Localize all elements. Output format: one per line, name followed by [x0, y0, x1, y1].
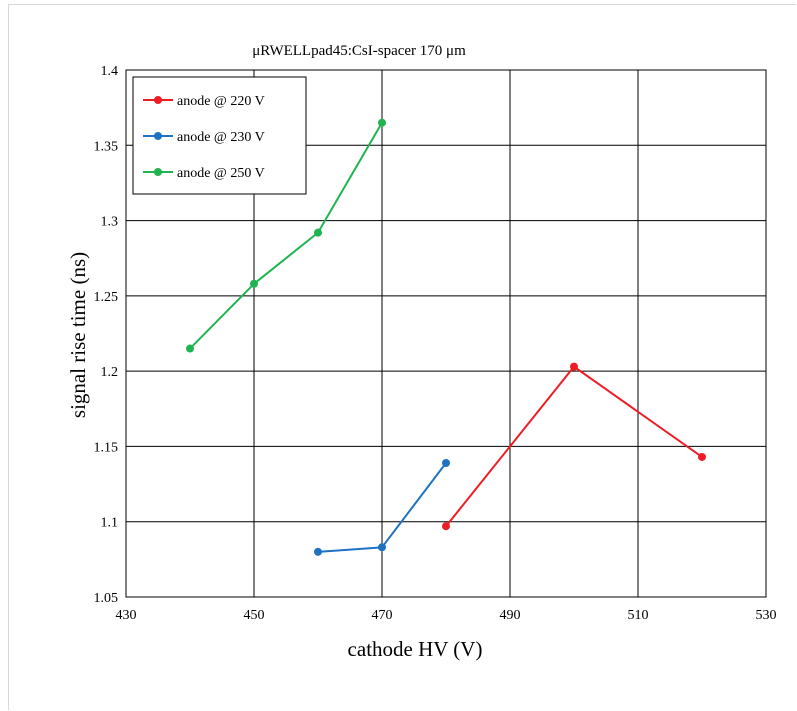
x-tick-label: 510	[628, 608, 649, 623]
y-axis-title: signal rise time (ns)	[66, 252, 90, 418]
data-point	[314, 228, 322, 237]
x-axis: 430 450 470 490 510 530	[116, 608, 777, 623]
y-tick-label: 1.15	[94, 440, 119, 455]
data-point	[442, 458, 450, 467]
x-tick-label: 430	[116, 608, 137, 623]
legend-label: anode @ 220 V	[177, 94, 265, 109]
series-3	[186, 118, 386, 353]
y-tick-label: 1.35	[94, 139, 119, 154]
legend-item: anode @ 250 V	[143, 166, 265, 181]
y-tick-label: 1.25	[94, 290, 119, 305]
y-tick-label: 1.05	[94, 591, 119, 606]
x-tick-label: 490	[500, 608, 521, 623]
x-tick-label: 470	[372, 608, 393, 623]
x-tick-label: 450	[244, 608, 265, 623]
legend-marker	[154, 168, 162, 176]
data-point	[314, 547, 322, 556]
chart-title: μRWELLpad45:CsI-spacer 170 μm	[252, 43, 466, 59]
x-axis-title: cathode HV (V)	[348, 637, 483, 661]
y-tick-label: 1.4	[101, 64, 119, 79]
plot-area	[125, 69, 767, 598]
data-point	[186, 344, 194, 353]
data-point	[570, 362, 578, 371]
data-point	[378, 118, 386, 127]
series-1	[442, 362, 706, 531]
y-tick-label: 1.1	[101, 516, 119, 531]
series-layer	[186, 118, 706, 556]
y-axis: 1.05 1.1 1.15 1.2 1.25 1.3 1.35 1.4	[94, 64, 119, 606]
legend-label: anode @ 250 V	[177, 166, 265, 181]
chart-frame: μRWELLpad45:CsI-spacer 170 μm 1.05 1.1 1.1…	[8, 4, 796, 710]
data-point	[442, 522, 450, 531]
series-line	[189, 122, 383, 350]
line-chart: μRWELLpad45:CsI-spacer 170 μm 1.05 1.1 1.1…	[66, 43, 777, 661]
legend-item: anode @ 220 V	[143, 94, 265, 109]
x-tick-label: 530	[756, 608, 777, 623]
legend-marker	[154, 132, 162, 140]
legend-item: anode @ 230 V	[143, 130, 265, 145]
y-tick-label: 1.2	[101, 365, 119, 380]
legend: anode @ 220 V anode @ 230 V anode @ 250 V	[132, 76, 307, 195]
legend-label: anode @ 230 V	[177, 130, 265, 145]
series-2	[314, 458, 450, 556]
legend-marker	[154, 96, 162, 104]
data-point	[698, 452, 706, 461]
data-point	[378, 543, 386, 552]
data-point	[250, 279, 258, 288]
y-tick-label: 1.3	[101, 215, 119, 230]
